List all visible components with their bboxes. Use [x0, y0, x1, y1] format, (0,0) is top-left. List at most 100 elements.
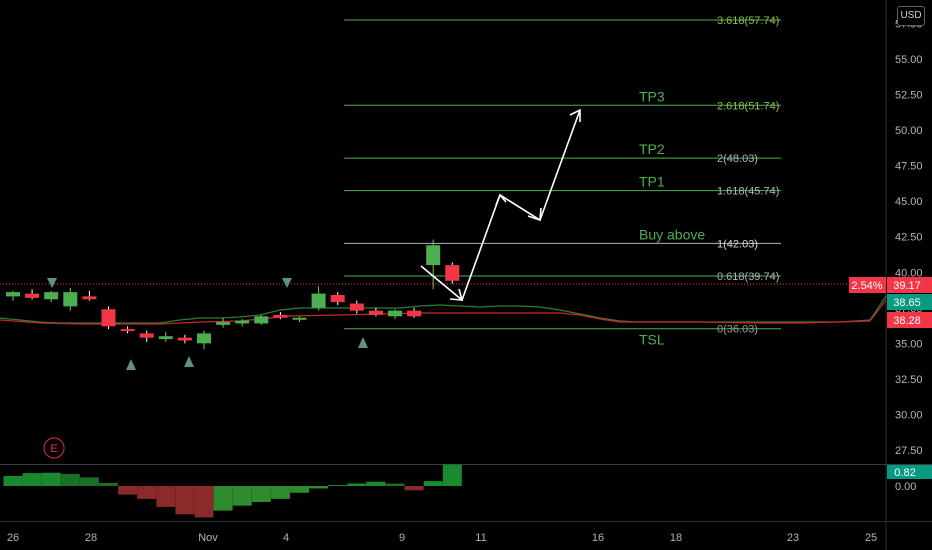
target-label: TP1 [639, 174, 665, 190]
candle-body [63, 292, 78, 307]
green-line-badge-text: 38.65 [893, 297, 921, 309]
candle-body [426, 245, 441, 266]
x-axis-tick-label: Nov [198, 532, 218, 544]
x-axis-tick-label: 18 [670, 532, 682, 544]
histogram-bar [118, 486, 138, 495]
fib-level-label: 0.618(39.74) [717, 271, 779, 283]
sell-signal-marker [282, 278, 292, 288]
histogram-bar [270, 486, 290, 499]
histogram-bar [41, 472, 61, 486]
candle-body [445, 265, 460, 281]
change-pct-badge [849, 277, 886, 293]
indicator-line-red [0, 299, 887, 325]
histogram-bar [328, 485, 348, 487]
histogram-bar [442, 464, 462, 486]
candle-body [177, 337, 192, 341]
x-axis-tick-label: 16 [592, 532, 604, 544]
fib-level-label: 1(42.03) [717, 238, 758, 250]
projection-arrows [420, 108, 581, 302]
osc-value-badge [887, 465, 932, 479]
signal-markers [47, 278, 368, 370]
arrow-head-2 [495, 193, 507, 206]
candle-body [368, 310, 383, 315]
indicator-line-green [0, 295, 887, 324]
buy-signal-marker [184, 356, 194, 367]
buy-signal-marker [126, 359, 136, 370]
candle-body [158, 336, 173, 340]
fib-level-label: 2.618(51.74) [717, 100, 779, 112]
candle-body [120, 329, 135, 332]
y-axis-tick-label: 52.50 [895, 90, 923, 102]
candle-body [388, 310, 402, 317]
histogram-bar [404, 486, 424, 491]
candle-body [349, 303, 364, 311]
candle-body [101, 309, 116, 327]
candle-body [139, 333, 154, 338]
histogram-bar [22, 473, 42, 486]
candle-body [82, 296, 97, 300]
x-axis-tick-label: 28 [85, 532, 97, 544]
histogram-bar [175, 486, 195, 515]
histogram-bar [423, 481, 443, 486]
last-price-badge [887, 277, 932, 293]
y-axis-tick-label: 40.00 [895, 267, 923, 279]
target-label: TP2 [639, 141, 665, 157]
target-label: TP3 [639, 88, 665, 104]
candle-body [407, 310, 422, 317]
candle-body [235, 320, 250, 324]
red-line-badge [887, 312, 932, 328]
histogram-bar [194, 486, 214, 518]
histogram-bar [3, 475, 23, 486]
histogram-bar [213, 486, 233, 511]
y-axis-tick-label: 42.50 [895, 232, 923, 244]
buy-signal-marker [358, 337, 368, 348]
histogram-bar [385, 483, 405, 486]
candle-body [254, 316, 269, 324]
y-axis-tick-label: 27.50 [895, 445, 923, 457]
osc-axis-tick-label: 0.00 [895, 481, 916, 493]
y-axis-tick-label: 32.50 [895, 374, 923, 386]
green-line-badge [887, 294, 932, 310]
histogram-bar [137, 486, 157, 499]
arrow-head-4 [569, 108, 581, 122]
arrow-head-3 [527, 207, 542, 222]
y-axis-tick-label: 55.00 [895, 54, 923, 66]
histogram-bar [156, 486, 176, 507]
x-axis-tick-label: 23 [787, 532, 799, 544]
x-axis-tick-label: 26 [7, 532, 19, 544]
sell-signal-marker [47, 278, 57, 288]
earnings-marker-label: E [50, 443, 57, 455]
fib-level-label: 0(36.03) [717, 324, 758, 336]
candle-body [216, 322, 231, 325]
arrow-head-1 [449, 288, 464, 301]
fib-level-label: 1.618(45.74) [717, 186, 779, 198]
y-axis-tick-label: 35.00 [895, 338, 923, 350]
candle-body [330, 295, 345, 303]
candle-body [311, 293, 326, 308]
histogram-bar [232, 486, 252, 506]
last-price-badge-text: 39.17 [893, 280, 921, 292]
red-line-badge-text: 38.28 [893, 315, 921, 327]
earnings-marker[interactable] [43, 437, 65, 459]
x-axis-tick-label: 11 [475, 532, 486, 544]
histogram-bar [251, 486, 271, 502]
histogram-bar [79, 477, 99, 486]
candle-body [6, 292, 20, 297]
histogram-bar [60, 473, 80, 486]
target-label: TSL [639, 332, 665, 348]
y-axis-tick-label: 47.50 [895, 161, 923, 173]
candle-body [44, 292, 59, 300]
y-axis-tick-label: 30.00 [895, 409, 923, 421]
histogram-bar [290, 486, 309, 493]
osc-value-badge-text: 0.82 [894, 467, 915, 479]
candle-body [197, 333, 211, 344]
histogram-bar [366, 481, 386, 486]
x-axis-tick-label: 25 [865, 532, 877, 544]
y-axis-tick-label: 50.00 [895, 125, 923, 137]
histogram-bar [99, 482, 118, 486]
candle-body [273, 314, 288, 318]
fib-level-label: 3.618(57.74) [717, 15, 779, 27]
currency-button[interactable]: USD [897, 6, 925, 26]
target-label: Buy above [639, 226, 705, 242]
